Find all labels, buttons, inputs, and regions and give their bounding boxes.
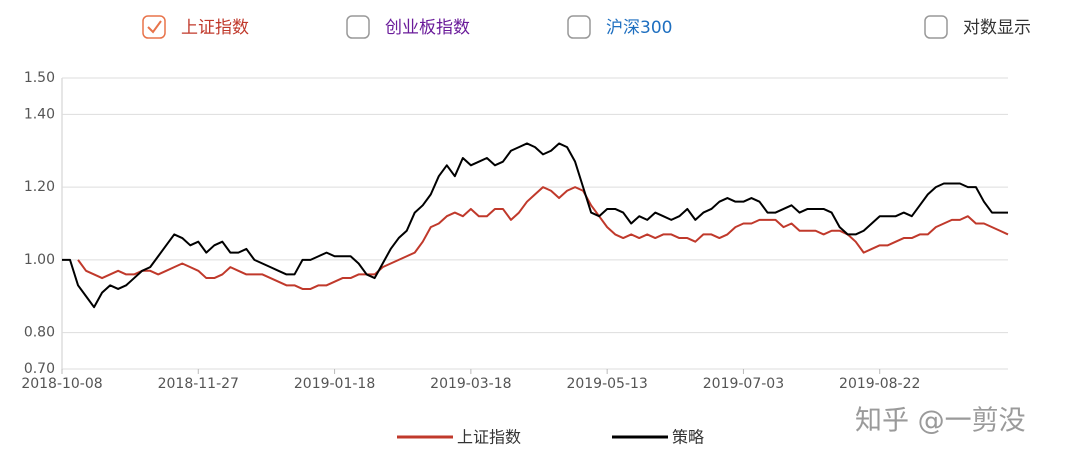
y-tick-label: 1.00	[24, 252, 55, 268]
y-tick-label: 1.20	[24, 179, 55, 195]
x-tick-label: 2019-08-22	[839, 376, 920, 392]
checkmark	[147, 20, 162, 34]
series-line	[62, 142, 1008, 309]
checkbox[interactable]	[346, 15, 370, 39]
x-tick-label: 2019-07-03	[703, 376, 784, 392]
checkbox[interactable]	[567, 15, 591, 39]
toggle-label[interactable]: 上证指数	[181, 18, 249, 38]
x-tick-label: 2018-10-08	[21, 376, 102, 392]
y-tick-label: 0.80	[24, 325, 55, 341]
x-tick-label: 2019-05-13	[566, 376, 647, 392]
y-tick-label: 1.50	[24, 70, 55, 86]
watermark: 知乎 @一剪没	[855, 406, 1026, 437]
x-tick-label: 2018-11-27	[158, 376, 239, 392]
y-tick-label: 0.70	[24, 361, 55, 377]
series-line	[77, 186, 1009, 290]
toggle-label[interactable]: 创业板指数	[385, 18, 470, 38]
x-tick-label: 2019-03-18	[430, 376, 511, 392]
legend-label: 策略	[672, 428, 704, 447]
checkbox[interactable]	[142, 15, 166, 39]
legend-label: 上证指数	[457, 428, 521, 447]
x-tick-label: 2019-01-18	[294, 376, 375, 392]
y-tick-label: 1.40	[24, 106, 55, 122]
toggle-label[interactable]: 沪深300	[606, 18, 672, 38]
checkbox[interactable]	[924, 15, 948, 39]
toggle-label[interactable]: 对数显示	[963, 18, 1031, 38]
